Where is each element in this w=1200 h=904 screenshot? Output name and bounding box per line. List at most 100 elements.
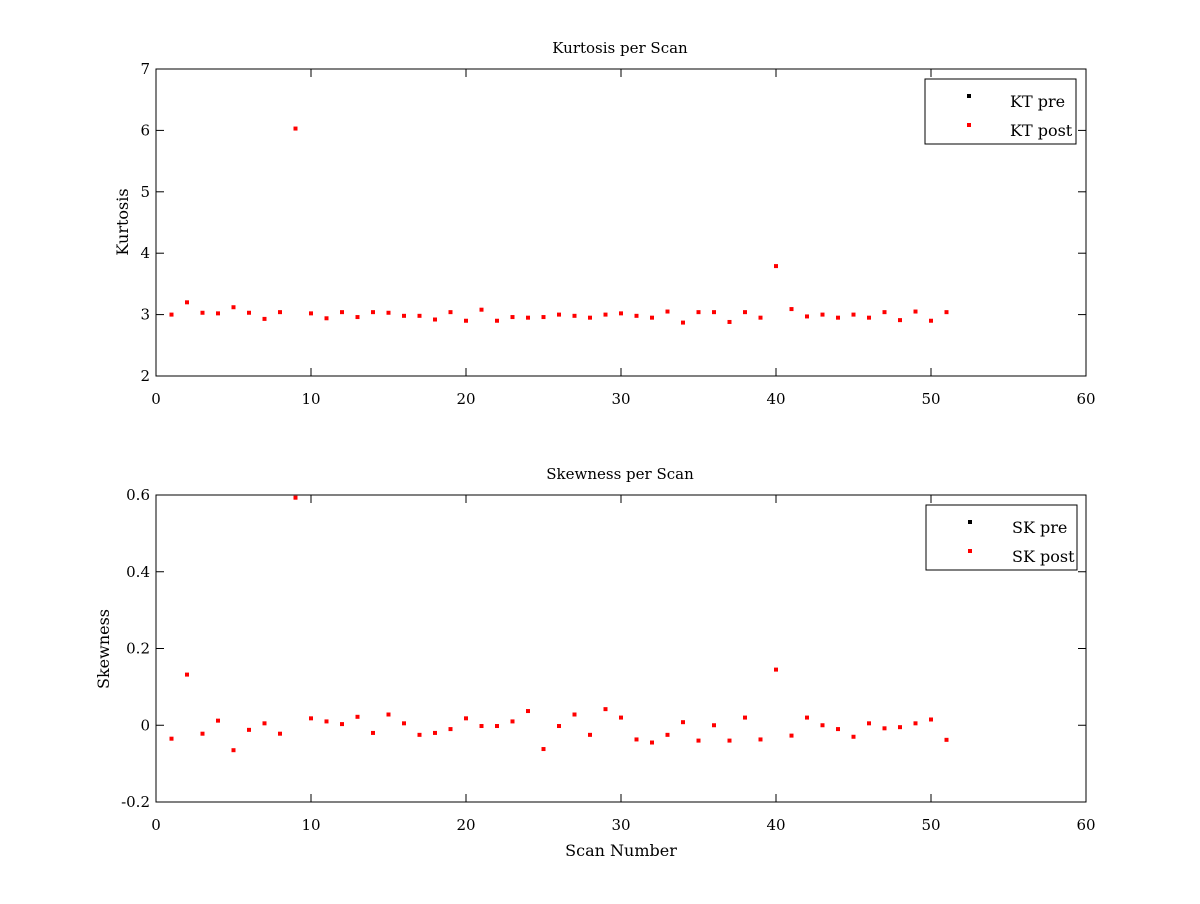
skewness-point: [355, 714, 360, 719]
skewness-ticks: 0 10 20 30 40 50 60-0.200.20.40.6: [121, 486, 1095, 834]
skewness-point: [309, 716, 313, 721]
skewness-legend-marker-0: [968, 520, 972, 524]
skewness-point: [247, 727, 251, 732]
kurtosis-y-tick-label: 7: [140, 60, 150, 78]
kurtosis-ticks: 0 10 20 30 40 50 60 2 3 4 5 6 7: [140, 60, 1095, 408]
kurtosis-point: [929, 318, 933, 323]
skewness-y-tick-label: 0.6: [126, 486, 150, 504]
skewness-points: [169, 495, 949, 753]
skewness-point: [371, 730, 375, 735]
kurtosis-y-tick-label: 2: [140, 367, 150, 385]
skewness-point: [712, 723, 716, 728]
kurtosis-point: [650, 315, 654, 320]
skewness-point: [898, 725, 902, 730]
skewness-point: [526, 709, 530, 714]
skewness-point: [727, 738, 732, 743]
kurtosis-point: [324, 316, 329, 321]
skewness-point: [743, 715, 747, 720]
kurtosis-point: [944, 310, 949, 315]
skewness-x-tick-label: 10: [301, 816, 320, 834]
skewness-point: [231, 748, 236, 753]
kurtosis-point: [805, 314, 809, 319]
kurtosis-point: [882, 310, 887, 315]
skewness-point: [386, 712, 391, 717]
skewness-legend-box: [925, 504, 1078, 571]
skewness-point: [557, 724, 561, 729]
skewness-point: [216, 718, 220, 723]
kurtosis-point: [185, 300, 189, 305]
kurtosis-point: [820, 312, 825, 317]
kurtosis-points: [169, 126, 949, 325]
kurtosis-point: [510, 315, 515, 320]
kurtosis-x-tick-label: 0: [151, 390, 161, 408]
kurtosis-legend-box: [924, 78, 1077, 145]
kurtosis-y-tick-label: 5: [140, 183, 150, 201]
kurtosis-point: [464, 318, 468, 323]
skewness-point: [293, 495, 298, 500]
kurtosis-x-tick-label: 30: [611, 390, 630, 408]
kurtosis-point: [417, 313, 422, 318]
skewness-point: [417, 732, 422, 737]
skewness-point: [696, 738, 701, 743]
skewness-title: Skewness per Scan: [546, 465, 694, 483]
kurtosis-x-tick-label: 20: [456, 390, 475, 408]
skewness-point: [665, 732, 670, 737]
kurtosis-point: [619, 311, 623, 316]
skewness-point: [820, 723, 825, 728]
kurtosis-legend-label-1: KT post: [1010, 121, 1073, 140]
skewness-point: [929, 717, 933, 722]
kurtosis-point: [541, 315, 546, 320]
kurtosis-point: [696, 310, 701, 315]
skewness-legend-label-1: SK post: [1012, 547, 1075, 566]
kurtosis-y-tick-label: 4: [140, 244, 150, 262]
kurtosis-point: [216, 311, 220, 316]
skewness-point: [185, 672, 189, 677]
kurtosis-point: [262, 316, 267, 321]
skewness-point: [541, 747, 546, 752]
skewness-point: [758, 737, 763, 742]
kurtosis-point: [200, 310, 205, 315]
kurtosis-point: [557, 312, 561, 317]
skewness-y-tick-label: 0: [140, 716, 150, 734]
skewness-point: [464, 716, 468, 721]
kurtosis-legend-marker-1: [967, 123, 971, 127]
skewness-point: [340, 722, 344, 727]
kurtosis-point: [588, 315, 592, 320]
kurtosis-point: [169, 312, 174, 317]
skewness-x-tick-label: 30: [611, 816, 630, 834]
skewness-y-axis-label: Skewness: [94, 609, 113, 689]
skewness-y-tick-label: -0.2: [121, 793, 150, 811]
skewness-point: [603, 707, 608, 712]
kurtosis-point: [913, 309, 918, 314]
kurtosis-point: [836, 315, 840, 320]
kurtosis-legend-label-0: KT pre: [1010, 92, 1065, 111]
skewness-point: [479, 724, 484, 729]
skewness-point: [510, 719, 515, 724]
skewness-point: [278, 731, 282, 736]
kurtosis-point: [526, 315, 530, 320]
skewness-point: [448, 727, 453, 732]
skewness-point: [169, 736, 174, 741]
skewness-point: [324, 719, 329, 724]
skewness-point: [634, 737, 639, 742]
kurtosis-point: [867, 315, 871, 320]
kurtosis-point: [479, 307, 484, 312]
kurtosis-point: [309, 311, 313, 316]
kurtosis-point: [603, 312, 608, 317]
skewness-point: [774, 667, 778, 672]
kurtosis-point: [572, 313, 577, 318]
kurtosis-point: [371, 310, 375, 315]
kurtosis-point: [758, 315, 763, 320]
kurtosis-point: [789, 307, 794, 312]
kurtosis-y-tick-label: 3: [140, 306, 150, 324]
kurtosis-point: [293, 126, 298, 131]
kurtosis-legend: KT pre KT post: [924, 78, 1077, 145]
skewness-point: [867, 721, 871, 726]
kurtosis-point: [665, 309, 670, 314]
kurtosis-title: Kurtosis per Scan: [552, 39, 688, 57]
kurtosis-point: [402, 313, 406, 318]
skewness-point: [913, 721, 918, 726]
kurtosis-legend-marker-0: [967, 94, 971, 98]
skewness-point: [619, 715, 623, 720]
